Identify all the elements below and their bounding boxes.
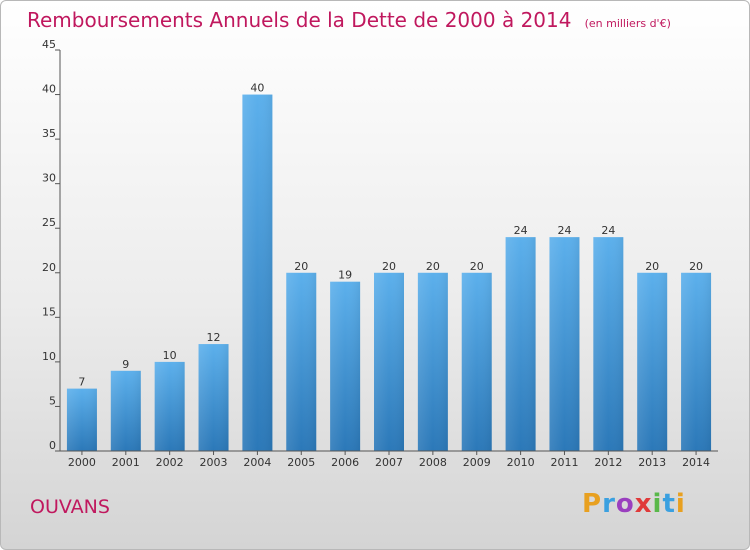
bar-shine-2002 (154, 361, 185, 451)
x-tick-label: 2005 (287, 456, 315, 469)
y-axis: 0 5 10 15 20 25 30 35 40 45 (42, 38, 60, 452)
chart-title: Remboursements Annuels de la Dette de 20… (27, 8, 671, 32)
y-tick-label: 20 (42, 261, 56, 274)
x-tick-label: 2013 (638, 456, 666, 469)
x-tick-label: 2014 (682, 456, 710, 469)
value-label: 10 (163, 349, 177, 362)
x-tick-label: 2002 (156, 456, 184, 469)
bar-shine-2006 (330, 281, 361, 451)
value-label: 20 (294, 260, 308, 273)
x-tick-label: 2003 (200, 456, 228, 469)
value-label: 12 (207, 331, 221, 344)
y-tick-label: 25 (42, 216, 56, 229)
value-label: 19 (338, 269, 352, 282)
logo-letter: P (582, 489, 603, 519)
x-tick-label: 2006 (331, 456, 359, 469)
bar-shine-2014 (681, 272, 712, 451)
logo-letter: x (634, 489, 653, 519)
x-tick-label: 2009 (463, 456, 491, 469)
value-label: 40 (250, 82, 264, 95)
bar-shine-2013 (637, 272, 668, 451)
value-label: 20 (645, 260, 659, 273)
bar-shine-2010 (505, 237, 536, 451)
bar-shine-2008 (417, 272, 448, 451)
x-tick-label: 2010 (507, 456, 535, 469)
value-label: 24 (557, 224, 571, 237)
bar-shine-2000 (66, 388, 97, 451)
town-name: OUVANS (30, 496, 110, 518)
bar-shine-2004 (242, 94, 273, 452)
bar-shine-2001 (110, 370, 141, 451)
bar-shine-2005 (286, 272, 317, 451)
value-label: 20 (689, 260, 703, 273)
bar-shine-2009 (461, 272, 492, 451)
y-tick-label: 15 (42, 305, 56, 318)
logo-letter: t (662, 489, 676, 519)
bars-group: 7 9 10 12 40 20 19 20 20 20 24 24 24 20 20 (66, 82, 712, 452)
x-tick-label: 2008 (419, 456, 447, 469)
x-tick-label: 2012 (594, 456, 622, 469)
y-tick-label: 30 (42, 172, 56, 185)
y-tick-label: 10 (42, 350, 56, 363)
value-label: 9 (122, 358, 129, 371)
logo-letter: i (675, 489, 686, 519)
value-label: 24 (601, 224, 615, 237)
bar-shine-2012 (593, 237, 624, 451)
x-axis: 2000 2001 2002 2003 2004 2005 2006 2007 2008 2009… (68, 451, 710, 469)
y-tick-label: 40 (42, 83, 56, 96)
y-tick-label: 35 (42, 127, 56, 140)
proxiti-logo: Proxiti (582, 489, 686, 519)
y-tick-label: 45 (42, 38, 56, 51)
value-label: 20 (382, 260, 396, 273)
logo-letter: o (615, 489, 635, 519)
chart-title-text: Remboursements Annuels de la Dette de 20… (27, 8, 572, 32)
logo-letter: r (602, 489, 616, 519)
x-tick-label: 2004 (243, 456, 271, 469)
logo-letter: i (652, 489, 663, 519)
value-label: 20 (470, 260, 484, 273)
bar-shine-2003 (198, 344, 229, 451)
chart-unit-label: (en milliers d'€) (584, 17, 671, 30)
bar-shine-2007 (374, 272, 404, 451)
x-tick-label: 2001 (112, 456, 140, 469)
value-label: 24 (514, 224, 528, 237)
bar-shine-2011 (549, 237, 580, 451)
x-tick-label: 2011 (550, 456, 578, 469)
x-tick-label: 2000 (68, 456, 96, 469)
x-tick-label: 2007 (375, 456, 403, 469)
value-label: 20 (426, 260, 440, 273)
value-label: 7 (78, 376, 85, 389)
y-tick-label: 5 (49, 394, 56, 407)
y-tick-label: 0 (49, 439, 56, 452)
